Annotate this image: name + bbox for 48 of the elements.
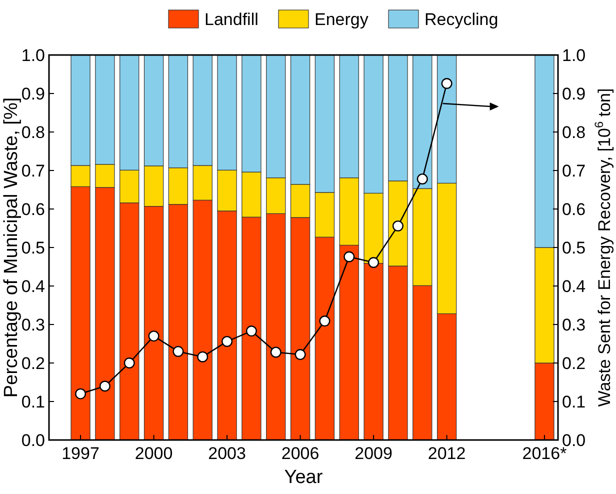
y-tick-label: 0.1 [21,392,45,412]
point [99,380,110,392]
y2-tick-label: 0.2 [562,354,586,373]
y-tick-label: 0.7 [21,161,45,180]
y2-tick-label: 0.8 [562,122,586,142]
point [441,78,452,89]
y-tick-label: 0.5 [21,238,45,258]
legend-label: Recycling [424,10,498,29]
y-tick-label: 0.8 [21,122,45,142]
y2-tick-label: 0.5 [562,238,586,258]
y-tick-label: 0.3 [21,315,45,334]
x-tick-label: 2006 [281,444,320,463]
point [294,349,306,360]
y-tick-label: 0.0 [21,430,45,450]
y2-tick-label: 1.0 [562,46,586,65]
point [197,351,208,362]
point [416,173,428,184]
y2-tick-label: 0.3 [562,315,586,334]
point [222,336,233,347]
y2-tick-label: 0.7 [562,161,586,180]
point [246,326,257,337]
x-tick-label: 2009 [354,444,392,463]
x-tick-label: 2003 [208,444,246,463]
point [392,220,404,232]
point [75,388,86,400]
legend-label: Landfill [204,10,258,29]
legend-label: Energy [314,10,369,29]
y-tick-label: 0.4 [21,276,45,296]
y2-tick-label: 0.6 [562,200,586,219]
x-tick-label: 1997 [62,444,100,463]
x-tick-label: 2012 [428,444,466,463]
point [344,251,355,262]
y-tick-label: 0.9 [21,84,45,104]
y2-tick-label: 0.4 [562,276,586,296]
point [319,316,330,327]
y2-tick-label: 0.9 [562,84,586,104]
x-axis-title: Year [284,467,324,488]
y-tick-label: 0.2 [21,354,45,373]
y-tick-label: 1.0 [21,46,45,65]
y2-tick-label: 0.1 [562,392,586,412]
point [124,358,135,368]
point [172,346,184,357]
y-axis-title: Percentage of Municipal Waste, [%] [1,97,22,398]
y-tick-label: 0.6 [21,200,45,219]
point [270,346,282,358]
point [148,330,160,342]
point [368,257,380,268]
x-tick-label: 2000 [134,444,173,463]
